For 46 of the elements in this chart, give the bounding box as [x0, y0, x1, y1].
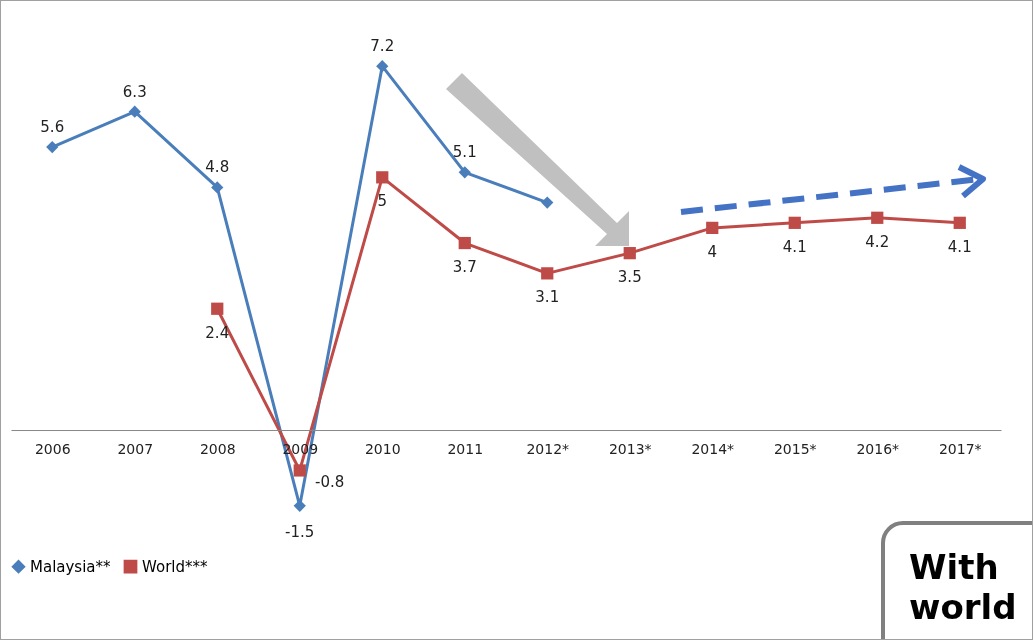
point [211, 181, 224, 194]
point [788, 216, 801, 229]
data-label: 3.5 [617, 268, 642, 287]
x-tick-label: 2010 [364, 440, 401, 457]
legend-label: Malaysia** [30, 557, 112, 576]
x-tick-label: 2007 [117, 440, 154, 457]
data-label: 3.7 [452, 258, 477, 277]
x-tick-label: 2012* [526, 440, 570, 457]
data-label: 4.1 [947, 237, 972, 256]
legend-label: World*** [142, 557, 208, 576]
data-label: 6.3 [122, 82, 147, 101]
x-tick-label: 2006 [34, 440, 71, 457]
point [871, 211, 884, 224]
data-label: 3.1 [535, 288, 560, 307]
point [211, 302, 224, 315]
x-tick-label: 2016* [856, 440, 900, 457]
data-label: 4.8 [205, 158, 230, 177]
x-tick-label: 2015* [773, 440, 817, 457]
data-label: -1.5 [285, 522, 315, 541]
data-label: 4.1 [782, 237, 807, 256]
point [293, 464, 306, 477]
data-label: 5.1 [452, 143, 477, 162]
point [458, 166, 471, 179]
point [376, 60, 389, 73]
data-label: -0.8 [315, 473, 345, 492]
point [541, 267, 554, 280]
x-tick-label: 2008 [199, 440, 236, 457]
data-label: 2.4 [205, 323, 230, 342]
point [623, 247, 636, 260]
point [376, 171, 389, 184]
data-label: 4.2 [865, 232, 890, 251]
point [46, 140, 59, 154]
data-label: 4 [707, 242, 718, 261]
point [128, 105, 141, 118]
x-tick-label: 2014* [691, 440, 735, 457]
point [541, 196, 554, 209]
data-label: 5 [377, 192, 388, 211]
x-tick-label: 2011 [447, 440, 484, 457]
callout-box: With world [881, 521, 1032, 639]
data-label: 5.6 [40, 118, 65, 137]
x-tick-label: 2013* [608, 440, 652, 457]
point [458, 236, 471, 250]
point [953, 216, 966, 229]
x-tick-label: 2017* [938, 440, 982, 457]
data-label: 7.2 [370, 37, 395, 56]
point [706, 221, 719, 235]
